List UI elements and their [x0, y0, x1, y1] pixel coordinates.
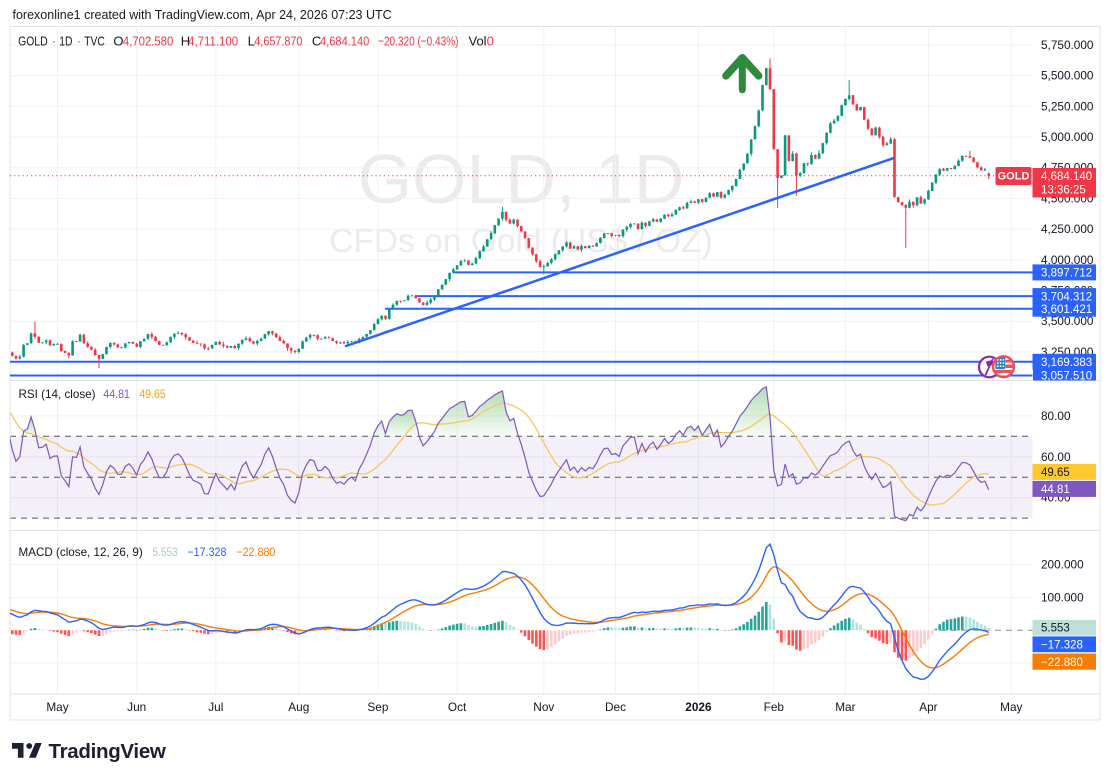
- svg-text:3,897.712: 3,897.712: [1041, 268, 1092, 280]
- svg-text:3,500.000: 3,500.000: [1041, 314, 1094, 328]
- svg-text:·: ·: [77, 33, 81, 48]
- svg-text:Nov: Nov: [533, 700, 554, 714]
- svg-text:May: May: [1000, 700, 1022, 714]
- svg-text:H: H: [181, 33, 190, 48]
- svg-text:60.00: 60.00: [1041, 450, 1071, 464]
- svg-text:Mar: Mar: [835, 700, 855, 714]
- svg-text:4,684.140: 4,684.140: [1041, 171, 1092, 183]
- svg-text:Feb: Feb: [764, 700, 785, 714]
- svg-text:Apr: Apr: [919, 700, 937, 714]
- svg-text:Aug: Aug: [288, 700, 309, 714]
- svg-text:TVC: TVC: [84, 33, 105, 48]
- svg-text:GOLD: GOLD: [998, 171, 1030, 183]
- svg-text:4,000.000: 4,000.000: [1041, 253, 1094, 267]
- svg-text:3,601.421: 3,601.421: [1041, 304, 1092, 316]
- svg-text:·: ·: [52, 33, 56, 48]
- svg-text:May: May: [46, 700, 68, 714]
- svg-text:5,750.000: 5,750.000: [1041, 38, 1094, 52]
- svg-text:MACD (close, 12, 26, 9): MACD (close, 12, 26, 9): [19, 545, 143, 559]
- svg-text:49.65: 49.65: [139, 387, 166, 401]
- svg-text:C: C: [312, 33, 321, 48]
- svg-text:Sep: Sep: [367, 700, 388, 714]
- svg-text:O: O: [113, 33, 123, 48]
- svg-text:44.81: 44.81: [103, 387, 130, 401]
- svg-text:1D: 1D: [59, 33, 72, 48]
- svg-text:5,000.000: 5,000.000: [1041, 130, 1094, 144]
- svg-text:2026: 2026: [685, 700, 712, 714]
- svg-text:49.65: 49.65: [1041, 467, 1070, 479]
- svg-text:GOLD: GOLD: [18, 33, 47, 48]
- svg-text:forexonline1 created with Trad: forexonline1 created with TradingView.co…: [13, 8, 392, 22]
- svg-text:Vol: Vol: [469, 33, 487, 48]
- svg-text:RSI (14, close): RSI (14, close): [19, 387, 96, 401]
- svg-text:200.000: 200.000: [1041, 558, 1084, 572]
- svg-text:−17.328: −17.328: [1041, 640, 1083, 652]
- svg-text:TradingView: TradingView: [49, 740, 166, 763]
- svg-text:44.81: 44.81: [1041, 484, 1070, 496]
- svg-text:−20.320 (−0.43%): −20.320 (−0.43%): [378, 33, 458, 48]
- svg-text:3,704.312: 3,704.312: [1041, 291, 1092, 303]
- svg-text:80.00: 80.00: [1041, 409, 1071, 423]
- svg-text:100.000: 100.000: [1041, 590, 1084, 604]
- svg-text:−22.880: −22.880: [236, 545, 275, 559]
- svg-text:4,711.100: 4,711.100: [188, 33, 238, 48]
- svg-text:L: L: [248, 33, 255, 48]
- svg-text:5,500.000: 5,500.000: [1041, 69, 1094, 83]
- svg-text:GOLD, 1D: GOLD, 1D: [358, 140, 685, 218]
- svg-text:−17.328: −17.328: [187, 545, 226, 559]
- svg-text:13:36:25: 13:36:25: [1041, 185, 1086, 197]
- svg-text:4,250.000: 4,250.000: [1041, 222, 1094, 236]
- svg-text:Jun: Jun: [127, 700, 146, 714]
- svg-text:4,684.140: 4,684.140: [320, 33, 369, 48]
- svg-text:3,169.383: 3,169.383: [1041, 357, 1092, 369]
- svg-text:Dec: Dec: [605, 700, 626, 714]
- svg-text:5,250.000: 5,250.000: [1041, 99, 1094, 113]
- svg-text:Oct: Oct: [448, 700, 467, 714]
- svg-text:5.553: 5.553: [153, 545, 178, 559]
- svg-text:4,702.580: 4,702.580: [123, 33, 173, 48]
- svg-text:4,657.870: 4,657.870: [254, 33, 302, 48]
- svg-text:−22.880: −22.880: [1041, 657, 1083, 669]
- svg-text:0: 0: [487, 33, 494, 48]
- svg-text:3,057.510: 3,057.510: [1041, 371, 1092, 383]
- svg-text:Jul: Jul: [208, 700, 223, 714]
- svg-text:5.553: 5.553: [1041, 623, 1070, 635]
